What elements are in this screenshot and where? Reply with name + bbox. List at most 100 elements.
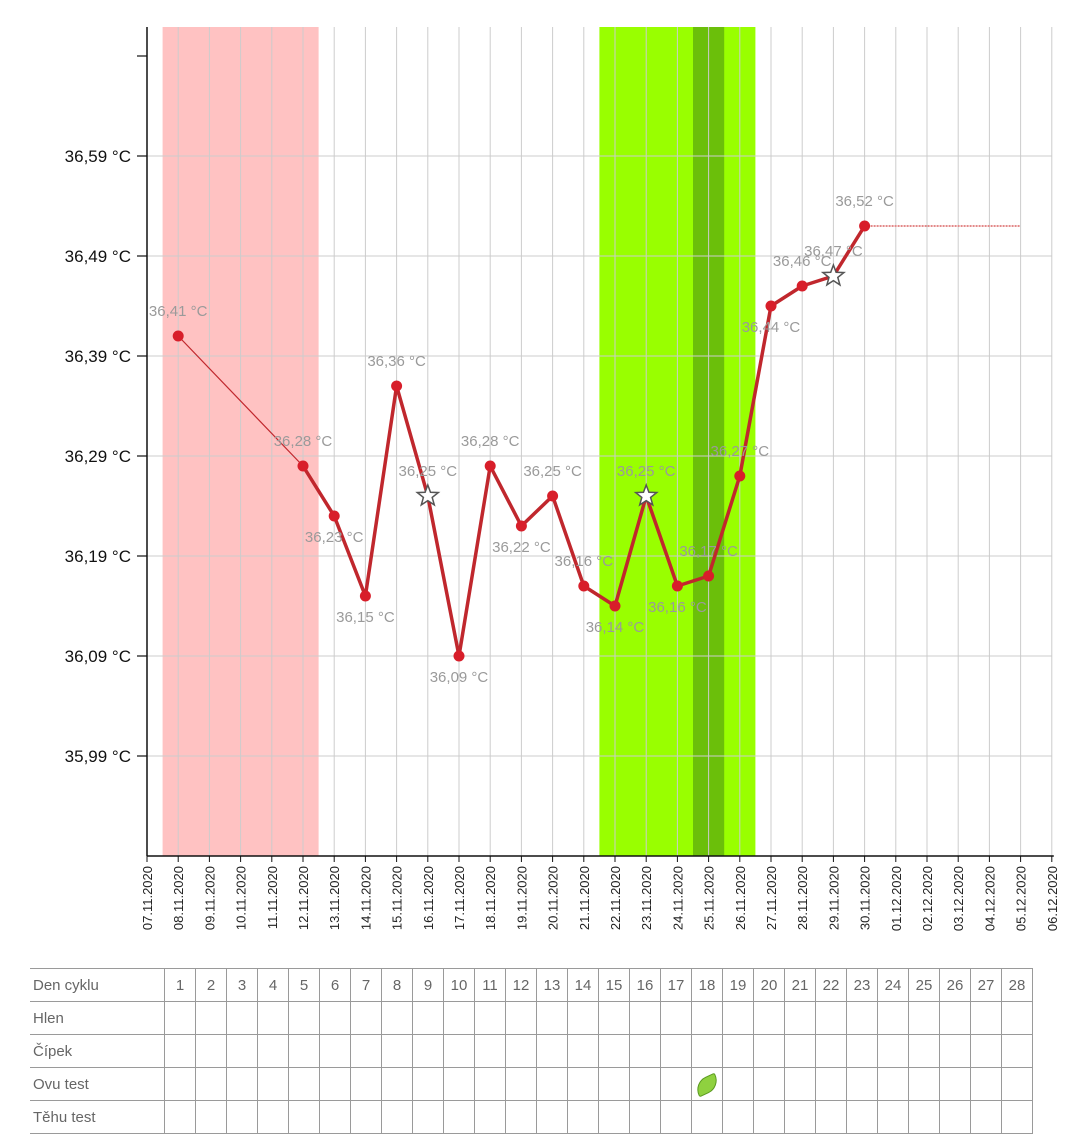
table-cell[interactable] xyxy=(536,1034,568,1068)
table-cell[interactable] xyxy=(877,1034,909,1068)
table-cell[interactable] xyxy=(691,1067,723,1101)
table-cell[interactable] xyxy=(288,1067,320,1101)
table-cell[interactable] xyxy=(1001,1034,1033,1068)
table-cell[interactable] xyxy=(536,1100,568,1134)
table-cell[interactable] xyxy=(908,1001,940,1035)
table-cell[interactable]: 9 xyxy=(412,968,444,1002)
table-cell[interactable] xyxy=(784,1067,816,1101)
table-cell[interactable] xyxy=(753,1034,785,1068)
table-cell[interactable] xyxy=(660,1067,692,1101)
table-cell[interactable] xyxy=(288,1001,320,1035)
table-cell[interactable] xyxy=(629,1034,661,1068)
table-cell[interactable] xyxy=(319,1034,351,1068)
table-cell[interactable] xyxy=(722,1067,754,1101)
table-cell[interactable] xyxy=(567,1001,599,1035)
table-cell[interactable] xyxy=(350,1001,382,1035)
table-cell[interactable] xyxy=(1001,1067,1033,1101)
table-cell[interactable]: 14 xyxy=(567,968,599,1002)
table-cell[interactable] xyxy=(598,1067,630,1101)
table-cell[interactable] xyxy=(846,1100,878,1134)
table-cell[interactable]: 3 xyxy=(226,968,258,1002)
table-cell[interactable] xyxy=(164,1100,196,1134)
table-cell[interactable]: 5 xyxy=(288,968,320,1002)
table-cell[interactable] xyxy=(226,1100,258,1134)
table-cell[interactable] xyxy=(567,1067,599,1101)
table-cell[interactable] xyxy=(412,1001,444,1035)
table-cell[interactable]: 15 xyxy=(598,968,630,1002)
table-cell[interactable] xyxy=(226,1034,258,1068)
table-cell[interactable] xyxy=(939,1067,971,1101)
table-cell[interactable] xyxy=(691,1034,723,1068)
table-cell[interactable]: 25 xyxy=(908,968,940,1002)
table-cell[interactable]: 4 xyxy=(257,968,289,1002)
table-cell[interactable] xyxy=(753,1100,785,1134)
table-cell[interactable] xyxy=(505,1100,537,1134)
table-cell[interactable] xyxy=(381,1001,413,1035)
table-cell[interactable] xyxy=(536,1067,568,1101)
table-cell[interactable] xyxy=(474,1100,506,1134)
table-cell[interactable] xyxy=(474,1001,506,1035)
table-cell[interactable] xyxy=(815,1034,847,1068)
table-cell[interactable] xyxy=(474,1034,506,1068)
table-cell[interactable] xyxy=(815,1100,847,1134)
table-cell[interactable] xyxy=(350,1067,382,1101)
table-cell[interactable]: 27 xyxy=(970,968,1002,1002)
table-cell[interactable] xyxy=(381,1067,413,1101)
table-cell[interactable] xyxy=(164,1034,196,1068)
table-cell[interactable] xyxy=(939,1001,971,1035)
table-cell[interactable] xyxy=(257,1100,289,1134)
table-cell[interactable]: 17 xyxy=(660,968,692,1002)
table-cell[interactable]: 10 xyxy=(443,968,475,1002)
table-cell[interactable]: 12 xyxy=(505,968,537,1002)
table-cell[interactable]: 7 xyxy=(350,968,382,1002)
table-cell[interactable]: 13 xyxy=(536,968,568,1002)
table-cell[interactable] xyxy=(195,1034,227,1068)
table-cell[interactable] xyxy=(598,1100,630,1134)
table-cell[interactable] xyxy=(288,1100,320,1134)
table-cell[interactable] xyxy=(257,1034,289,1068)
table-cell[interactable] xyxy=(505,1001,537,1035)
table-cell[interactable] xyxy=(691,1100,723,1134)
table-cell[interactable] xyxy=(939,1100,971,1134)
table-cell[interactable] xyxy=(1001,1100,1033,1134)
table-cell[interactable] xyxy=(505,1034,537,1068)
table-cell[interactable]: 8 xyxy=(381,968,413,1002)
table-cell[interactable] xyxy=(939,1034,971,1068)
table-cell[interactable] xyxy=(195,1067,227,1101)
table-cell[interactable] xyxy=(226,1001,258,1035)
table-cell[interactable] xyxy=(288,1034,320,1068)
table-cell[interactable] xyxy=(660,1100,692,1134)
table-cell[interactable]: 2 xyxy=(195,968,227,1002)
table-cell[interactable] xyxy=(195,1100,227,1134)
table-cell[interactable] xyxy=(536,1001,568,1035)
table-cell[interactable]: 20 xyxy=(753,968,785,1002)
table-cell[interactable] xyxy=(970,1100,1002,1134)
table-cell[interactable] xyxy=(629,1100,661,1134)
table-cell[interactable] xyxy=(412,1034,444,1068)
table-cell[interactable] xyxy=(815,1067,847,1101)
table-cell[interactable]: 16 xyxy=(629,968,661,1002)
table-cell[interactable] xyxy=(784,1100,816,1134)
table-cell[interactable] xyxy=(350,1100,382,1134)
table-cell[interactable] xyxy=(660,1034,692,1068)
table-cell[interactable] xyxy=(722,1100,754,1134)
table-cell[interactable] xyxy=(381,1100,413,1134)
table-cell[interactable] xyxy=(443,1034,475,1068)
table-cell[interactable] xyxy=(164,1067,196,1101)
table-cell[interactable] xyxy=(970,1001,1002,1035)
table-cell[interactable] xyxy=(598,1001,630,1035)
table-cell[interactable] xyxy=(381,1034,413,1068)
table-cell[interactable] xyxy=(877,1067,909,1101)
table-cell[interactable] xyxy=(319,1001,351,1035)
table-cell[interactable] xyxy=(443,1100,475,1134)
table-cell[interactable] xyxy=(691,1001,723,1035)
table-cell[interactable] xyxy=(474,1067,506,1101)
table-cell[interactable] xyxy=(629,1001,661,1035)
table-cell[interactable] xyxy=(257,1001,289,1035)
table-cell[interactable] xyxy=(629,1067,661,1101)
table-cell[interactable] xyxy=(443,1001,475,1035)
table-cell[interactable] xyxy=(970,1034,1002,1068)
table-cell[interactable] xyxy=(908,1067,940,1101)
table-cell[interactable] xyxy=(784,1001,816,1035)
table-cell[interactable] xyxy=(257,1067,289,1101)
